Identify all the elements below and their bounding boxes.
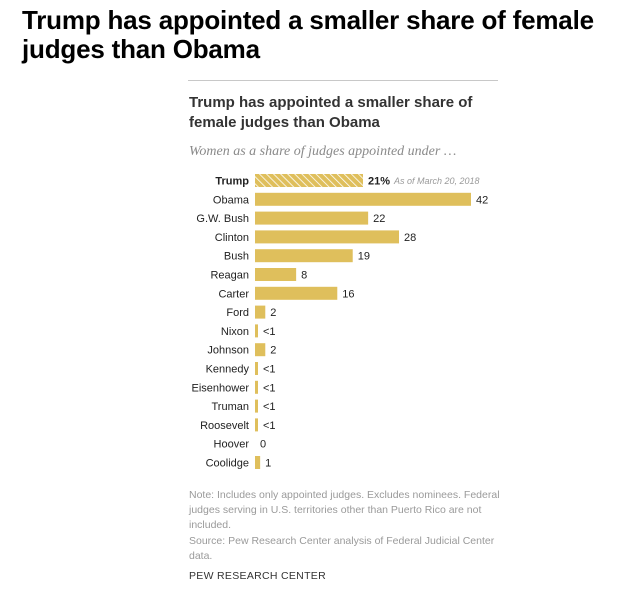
bar-trump	[255, 174, 363, 187]
bar-eisenhower	[255, 380, 258, 394]
value-label-clinton: 28	[404, 232, 416, 244]
source-text: Source: Pew Research Center analysis of …	[189, 534, 495, 562]
category-label-ford: Ford	[226, 307, 249, 319]
bar-truman	[255, 399, 258, 413]
value-label-ford: 2	[270, 307, 276, 319]
value-label-coolidge: 1	[265, 458, 271, 470]
value-label-carter: 16	[342, 288, 354, 300]
value-label-nixon: <1	[263, 326, 276, 338]
value-label-truman: <1	[263, 401, 276, 413]
category-label-eisenhower: Eisenhower	[192, 382, 250, 394]
bar-nixon	[255, 324, 258, 338]
divider-rule	[188, 80, 498, 81]
value-label-eisenhower: <1	[263, 382, 276, 394]
category-label-truman: Truman	[212, 401, 250, 413]
category-label-reagan: Reagan	[210, 270, 249, 282]
category-label-g-w-bush: G.W. Bush	[196, 213, 249, 225]
chart-notes: Note: Includes only appointed judges. Ex…	[189, 488, 509, 564]
category-label-clinton: Clinton	[215, 232, 249, 244]
footer-credit: PEW RESEARCH CENTER	[189, 570, 326, 582]
bar-kennedy	[255, 362, 258, 375]
value-label-bush: 19	[358, 251, 370, 263]
bar-ford	[255, 305, 266, 319]
category-label-roosevelt: Roosevelt	[200, 420, 249, 432]
value-label-obama: 42	[476, 194, 488, 206]
bar-roosevelt	[255, 418, 258, 432]
headline: Trump has appointed a smaller share of f…	[22, 5, 594, 64]
category-label-obama: Obama	[213, 194, 250, 206]
category-label-carter: Carter	[218, 288, 249, 300]
bar-coolidge	[255, 456, 261, 469]
category-label-hoover: Hoover	[214, 439, 250, 451]
bar-johnson	[255, 343, 266, 357]
bar-clinton	[255, 230, 399, 244]
category-label-coolidge: Coolidge	[206, 458, 249, 470]
value-label-trump: 21%	[368, 176, 390, 188]
value-label-g-w-bush: 22	[373, 213, 385, 225]
category-label-bush: Bush	[224, 251, 249, 263]
value-label-hoover: 0	[260, 439, 266, 451]
category-label-trump: Trump	[215, 176, 249, 188]
annotation-as-of-date: As of March 20, 2018	[393, 176, 480, 186]
chart-title: Trump has appointed a smaller share of f…	[189, 94, 473, 131]
chart-subtitle: Women as a share of judges appointed und…	[189, 144, 457, 159]
bar-obama	[255, 192, 471, 206]
category-label-nixon: Nixon	[221, 326, 249, 338]
note-text: Note: Includes only appointed judges. Ex…	[189, 489, 500, 532]
bar-g-w-bush	[255, 211, 369, 225]
value-label-johnson: 2	[270, 345, 276, 357]
bar-reagan	[255, 268, 297, 281]
category-label-kennedy: Kennedy	[206, 364, 250, 376]
category-label-johnson: Johnson	[207, 345, 249, 357]
bar-carter	[255, 286, 338, 300]
bar-chart: Trump 21% As of March 20, 2018 Obama 42 G.W. …	[192, 174, 488, 470]
bar-bush	[255, 249, 353, 263]
value-label-kennedy: <1	[263, 364, 276, 376]
value-label-roosevelt: <1	[263, 420, 276, 432]
value-label-reagan: 8	[301, 270, 307, 282]
